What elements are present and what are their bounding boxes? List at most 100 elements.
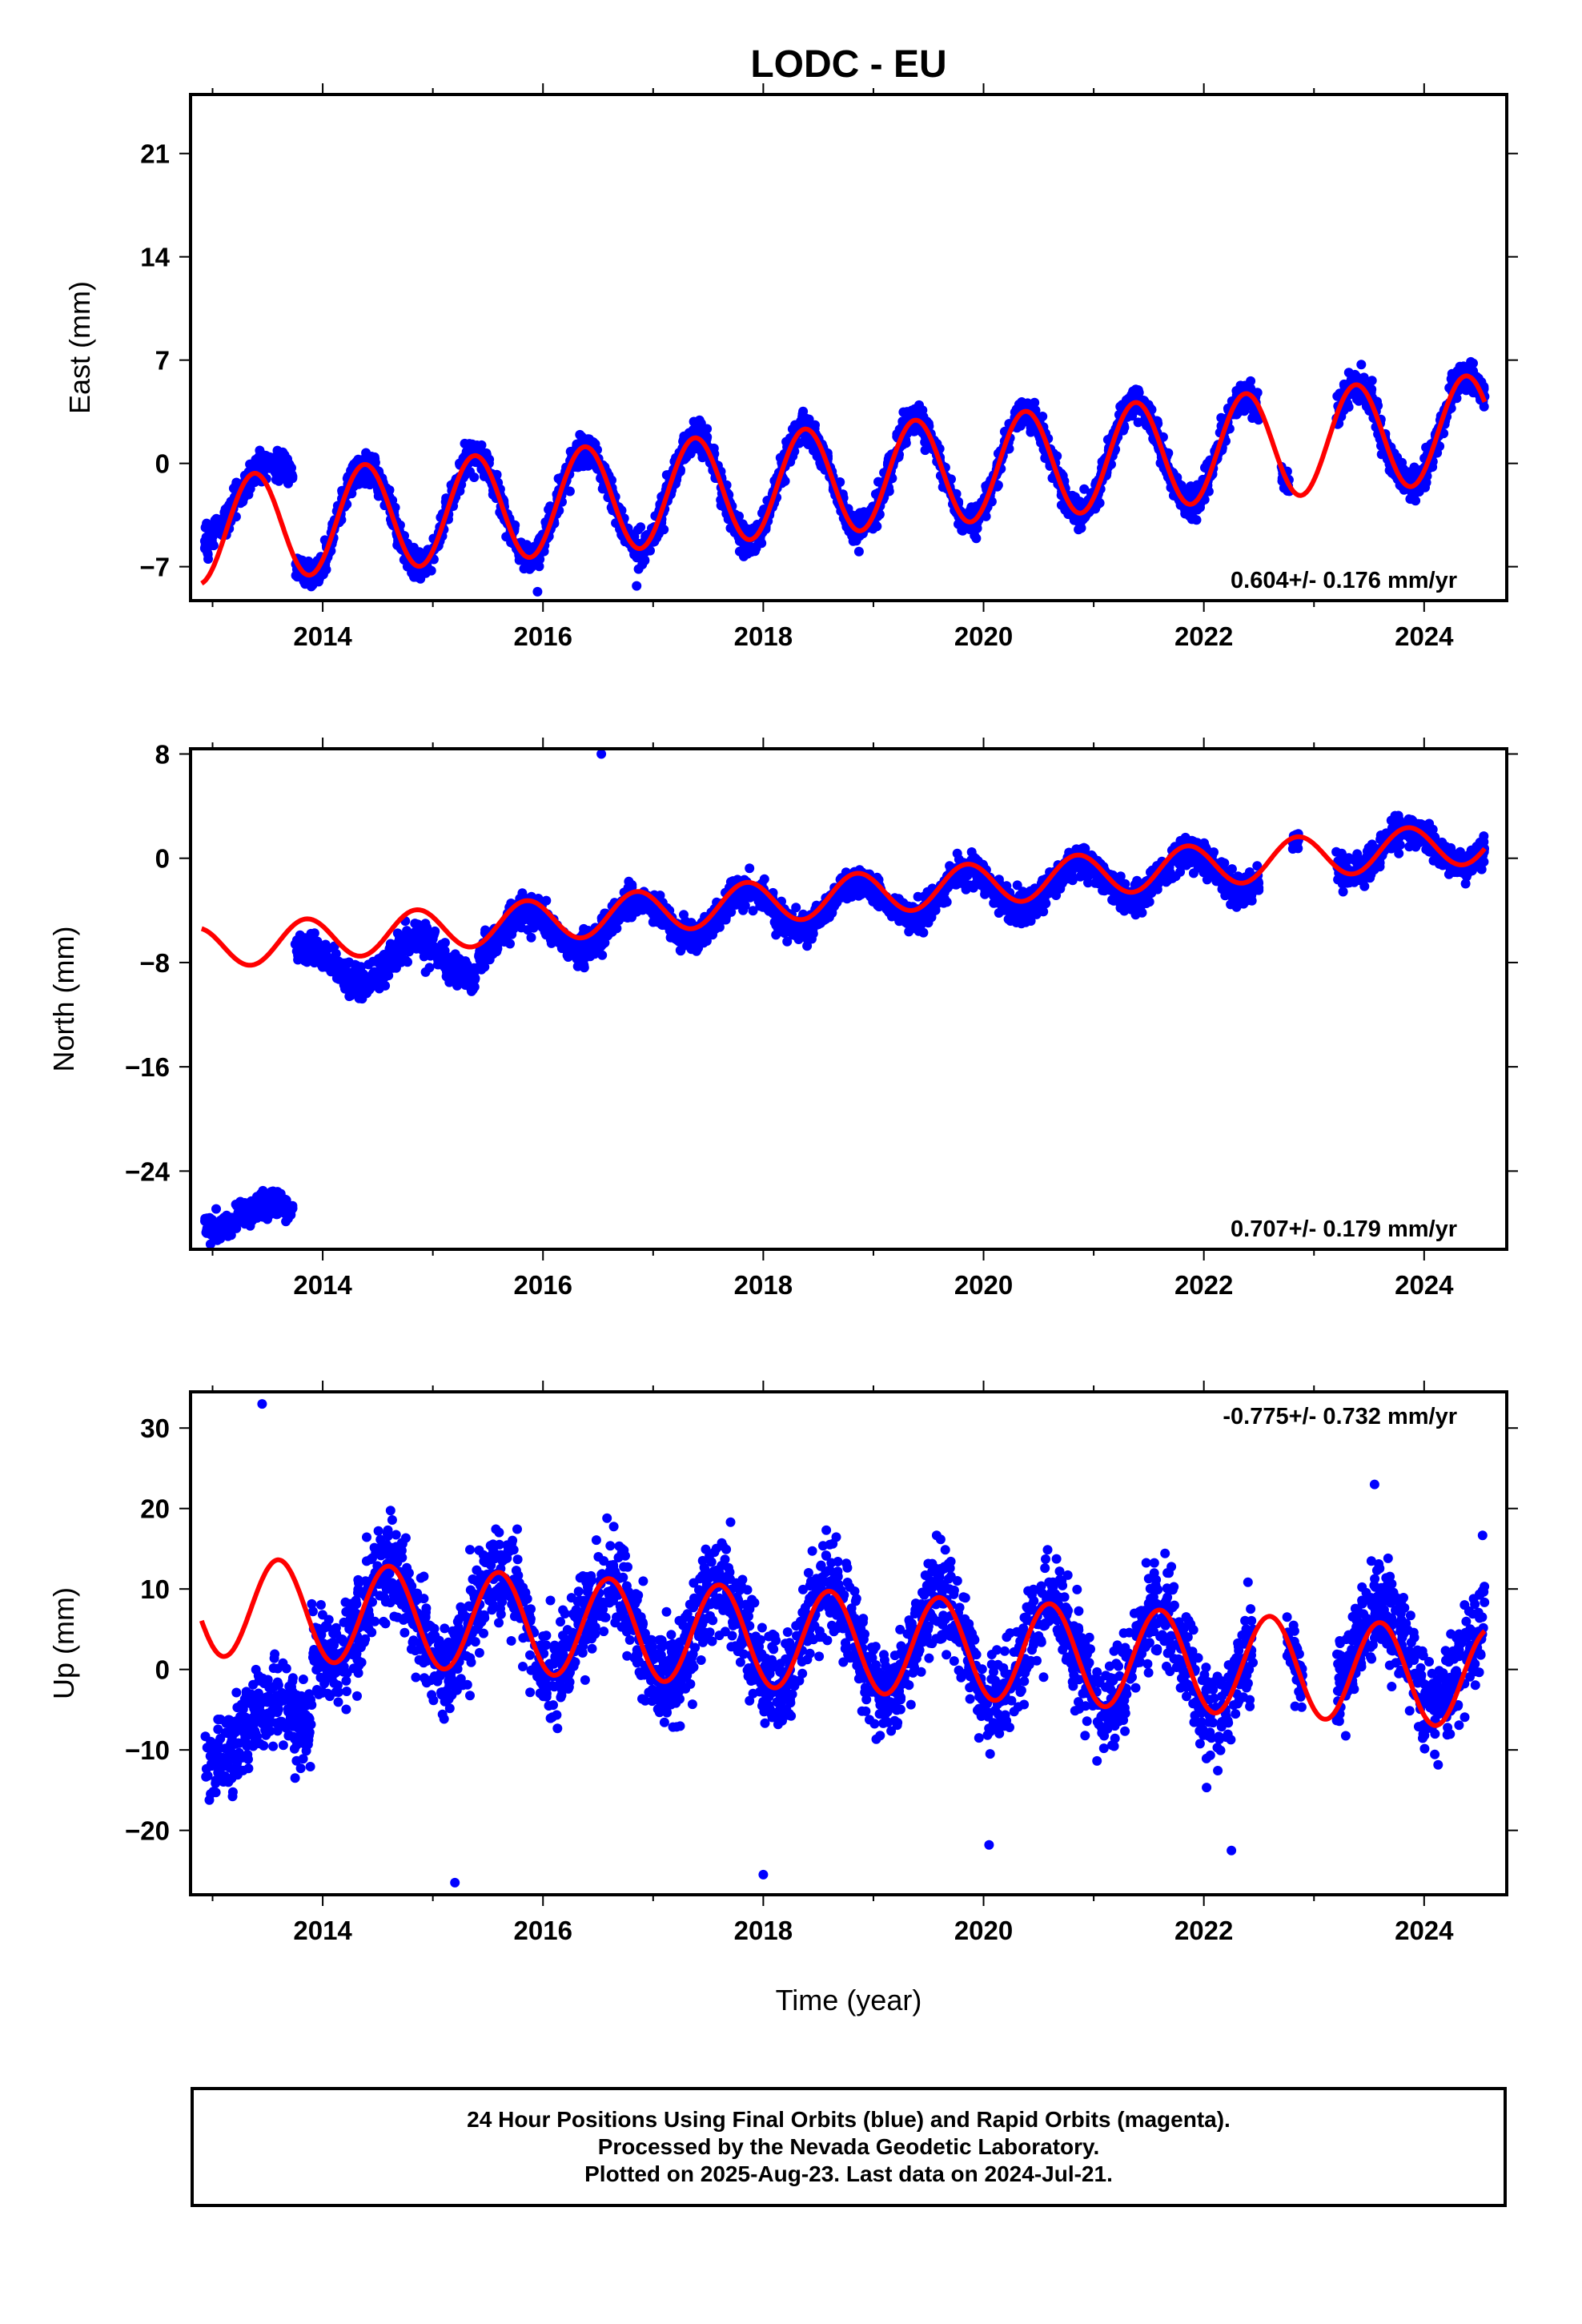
data-point bbox=[1246, 376, 1256, 386]
data-point bbox=[255, 1211, 266, 1221]
data-point bbox=[971, 533, 982, 544]
data-point bbox=[636, 522, 646, 533]
data-point bbox=[534, 561, 544, 572]
data-point bbox=[317, 569, 327, 579]
data-point bbox=[266, 1208, 276, 1219]
x-tick-label: 2016 bbox=[514, 621, 572, 651]
data-point bbox=[573, 462, 584, 472]
y-axis-label-east: East (mm) bbox=[63, 281, 96, 414]
data-point bbox=[336, 960, 347, 971]
data-point bbox=[317, 962, 327, 972]
data-point bbox=[402, 946, 412, 956]
data-point bbox=[738, 539, 749, 549]
data-point bbox=[661, 470, 672, 480]
data-point bbox=[408, 936, 419, 947]
data-point bbox=[782, 936, 793, 947]
data-point bbox=[357, 994, 367, 1004]
data-point bbox=[1347, 372, 1357, 382]
data-point bbox=[328, 962, 339, 972]
data-point bbox=[374, 959, 384, 968]
data-point bbox=[424, 963, 435, 973]
data-point bbox=[387, 955, 398, 965]
data-point bbox=[691, 417, 701, 428]
data-point bbox=[247, 1204, 258, 1214]
x-tick-label: 2024 bbox=[1395, 621, 1454, 651]
y-tick-label: −7 bbox=[139, 553, 170, 582]
data-point-outlier bbox=[532, 586, 543, 597]
x-tick-label: 2020 bbox=[954, 621, 1013, 651]
rate-annotation-east: 0.604+/- 0.176 mm/yr bbox=[1231, 568, 1457, 593]
data-point bbox=[1252, 861, 1263, 871]
data-point bbox=[370, 980, 380, 991]
data-point bbox=[258, 1193, 268, 1204]
data-point bbox=[1075, 517, 1086, 528]
data-point bbox=[1067, 490, 1078, 501]
data-point bbox=[469, 982, 480, 992]
data-point bbox=[398, 938, 408, 948]
data-point bbox=[872, 521, 882, 532]
data-point bbox=[271, 468, 281, 479]
data-point bbox=[348, 971, 359, 980]
data-point bbox=[1017, 397, 1027, 407]
data-point bbox=[204, 1212, 215, 1223]
data-point bbox=[1372, 396, 1382, 407]
observations-north bbox=[200, 749, 1489, 1249]
data-point bbox=[408, 567, 418, 577]
data-point bbox=[1439, 428, 1449, 439]
data-point bbox=[1047, 473, 1058, 483]
data-point bbox=[421, 943, 432, 953]
data-point bbox=[463, 971, 473, 981]
y-tick-label: 0 bbox=[155, 449, 170, 479]
y-tick-label: 7 bbox=[155, 346, 170, 376]
y-tick-label: 21 bbox=[140, 139, 170, 169]
observations-east bbox=[199, 356, 1490, 597]
data-point bbox=[456, 970, 467, 980]
data-point bbox=[526, 932, 536, 943]
data-point bbox=[853, 546, 864, 557]
data-point bbox=[255, 455, 265, 464]
data-point bbox=[277, 456, 287, 466]
data-point bbox=[1203, 486, 1214, 497]
data-point bbox=[214, 1223, 224, 1233]
data-point bbox=[521, 559, 531, 569]
data-point bbox=[361, 448, 371, 458]
data-point bbox=[1356, 360, 1367, 370]
data-point bbox=[903, 408, 913, 418]
y-tick-label: 14 bbox=[140, 243, 170, 272]
data-point bbox=[238, 1203, 248, 1213]
data-point bbox=[306, 928, 316, 939]
data-point bbox=[957, 525, 967, 536]
x-tick-label: 2022 bbox=[1174, 621, 1233, 651]
data-point bbox=[270, 457, 280, 468]
data-point bbox=[464, 439, 475, 449]
data-point bbox=[545, 501, 556, 512]
data-point bbox=[279, 464, 289, 474]
data-point bbox=[416, 573, 426, 584]
data-point bbox=[245, 1220, 255, 1231]
data-point bbox=[1459, 361, 1469, 372]
data-point bbox=[835, 477, 845, 487]
data-point bbox=[210, 515, 220, 525]
data-point bbox=[1119, 422, 1130, 432]
data-point bbox=[993, 480, 1003, 490]
data-point bbox=[1279, 483, 1289, 493]
data-point bbox=[295, 930, 305, 940]
data-point bbox=[363, 959, 374, 970]
data-point-outlier bbox=[632, 581, 642, 591]
data-point bbox=[802, 941, 813, 951]
chart-title: LODC - EU bbox=[750, 43, 946, 86]
plot-frame-east bbox=[189, 93, 1508, 602]
data-point bbox=[387, 942, 397, 952]
data-point bbox=[415, 547, 424, 557]
data-point bbox=[1253, 415, 1263, 425]
data-point bbox=[451, 955, 461, 965]
data-point bbox=[917, 405, 928, 416]
data-point bbox=[199, 543, 210, 553]
data-point bbox=[279, 1206, 290, 1216]
data-point bbox=[564, 486, 575, 497]
data-point bbox=[1133, 417, 1143, 428]
data-point bbox=[460, 980, 471, 990]
data-point bbox=[632, 549, 642, 559]
